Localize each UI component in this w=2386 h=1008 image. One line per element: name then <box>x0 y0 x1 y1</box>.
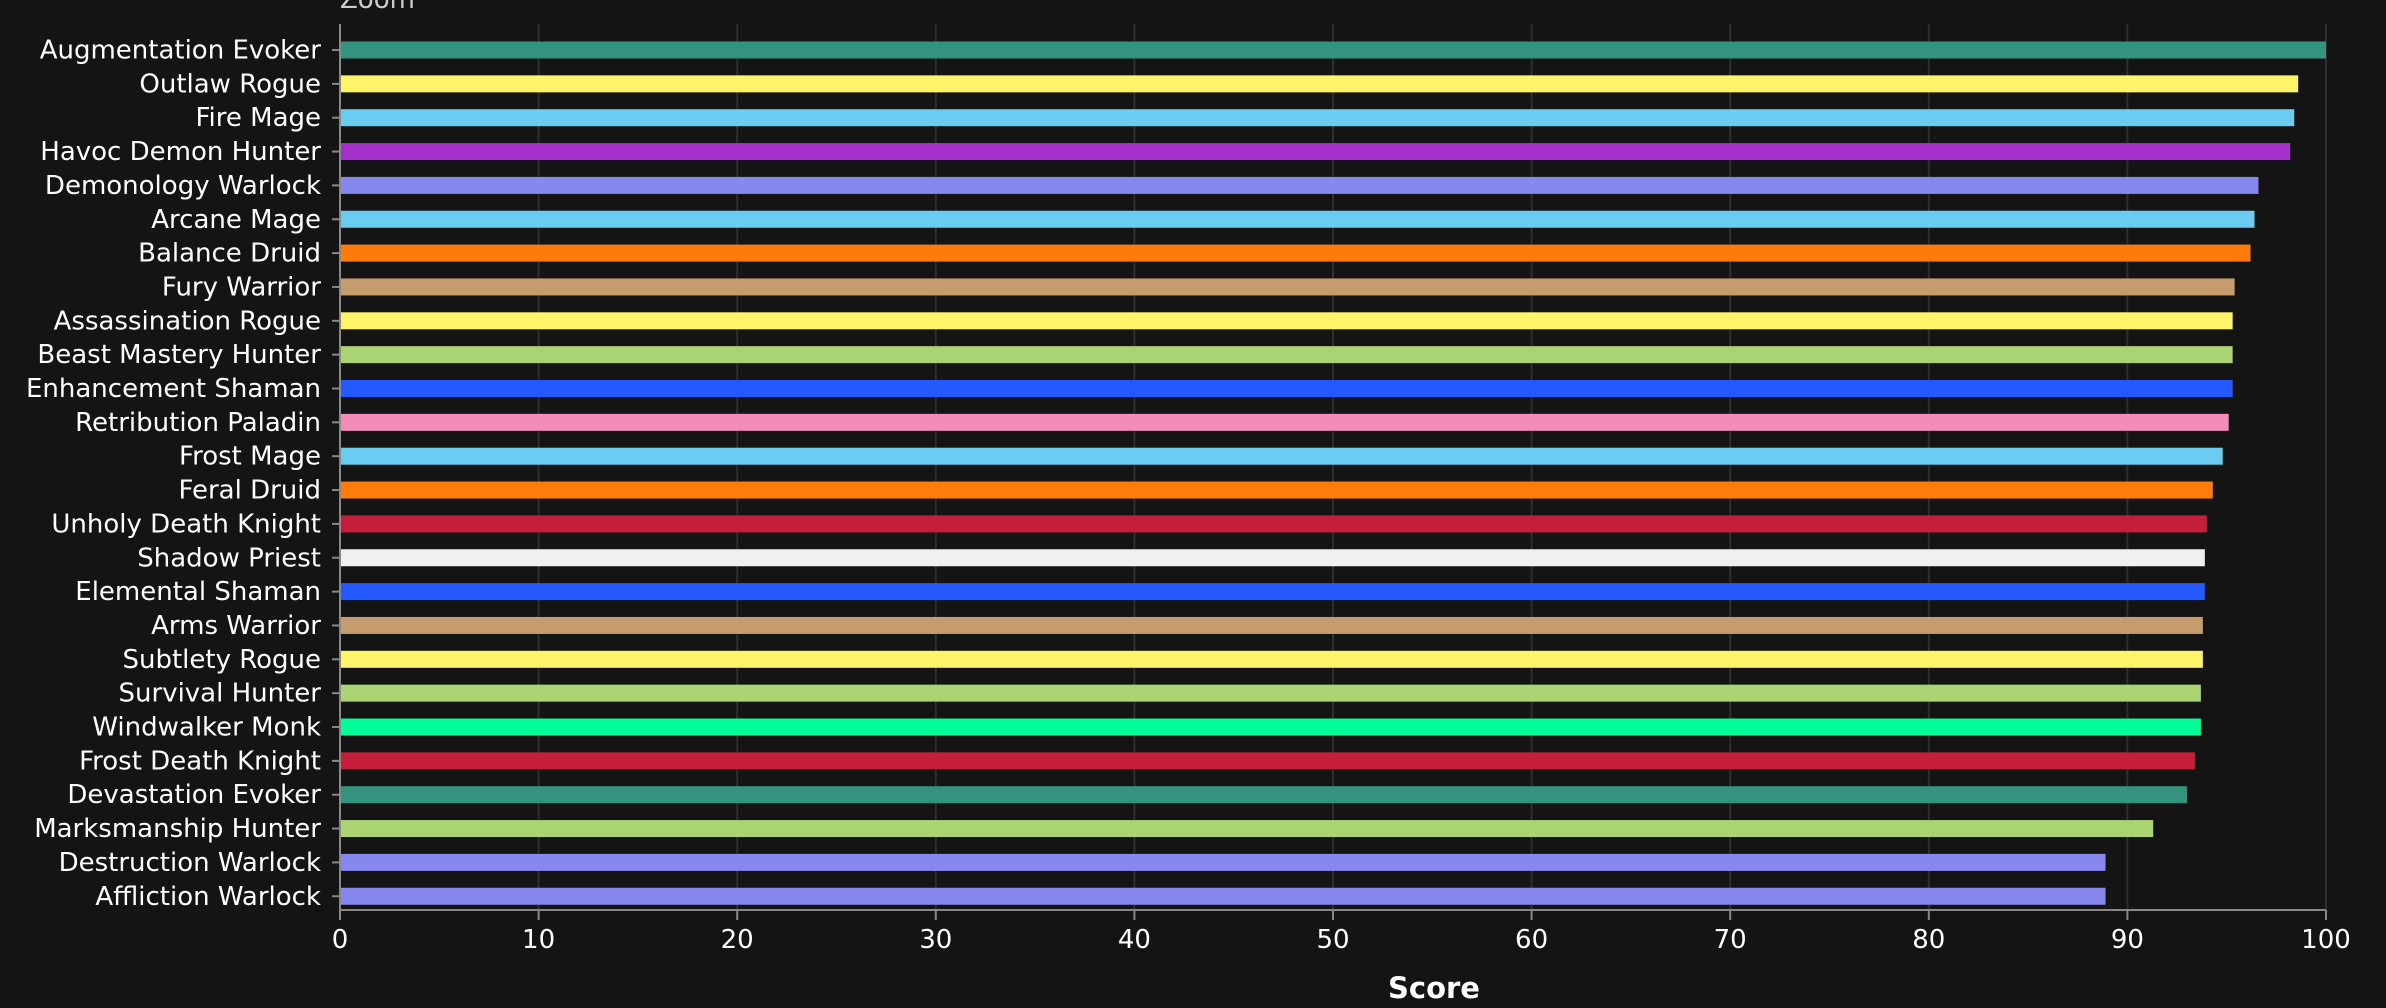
category-label: Unholy Death Knight <box>51 509 321 539</box>
bar[interactable] <box>341 616 2203 634</box>
category-label: Feral Druid <box>178 476 321 506</box>
bar[interactable] <box>341 549 2205 567</box>
category-label: Arms Warrior <box>151 611 321 641</box>
bar[interactable] <box>341 41 2326 59</box>
category-label: Arcane Mage <box>151 205 321 235</box>
x-tick-label: 50 <box>1316 925 1349 955</box>
category-label: Destruction Warlock <box>59 848 321 878</box>
bar[interactable] <box>341 176 2259 194</box>
x-tick-label: 0 <box>332 925 349 955</box>
bar[interactable] <box>341 109 2295 127</box>
bar[interactable] <box>341 684 2201 702</box>
category-label: Beast Mastery Hunter <box>37 340 321 370</box>
category-label: Assassination Rogue <box>54 306 321 336</box>
bar[interactable] <box>341 346 2233 364</box>
bar[interactable] <box>341 887 2106 905</box>
category-label: Retribution Paladin <box>75 408 321 438</box>
category-label: Enhancement Shaman <box>26 374 321 404</box>
bar[interactable] <box>341 278 2235 296</box>
x-tick-label: 80 <box>1912 925 1945 955</box>
category-label: Frost Death Knight <box>79 746 321 776</box>
bar[interactable] <box>341 718 2201 736</box>
bar[interactable] <box>341 447 2223 465</box>
category-label: Devastation Evoker <box>67 780 321 810</box>
category-label: Shadow Priest <box>137 543 321 573</box>
x-tick-label: 20 <box>721 925 754 955</box>
bar[interactable] <box>341 853 2106 871</box>
bar[interactable] <box>341 413 2229 431</box>
bar[interactable] <box>341 380 2233 397</box>
category-label: Affliction Warlock <box>95 882 321 912</box>
bar[interactable] <box>341 583 2205 601</box>
zoom-label[interactable]: Zoom <box>340 0 415 15</box>
x-tick-label: 60 <box>1515 925 1548 955</box>
x-axis: 0 10 20 30 40 50 60 70 80 90 100 <box>332 24 2351 955</box>
bar[interactable] <box>341 752 2195 770</box>
category-label: Elemental Shaman <box>75 577 321 607</box>
bar[interactable] <box>341 143 2291 161</box>
bar[interactable] <box>341 820 2154 838</box>
category-label: Augmentation Evoker <box>40 36 322 66</box>
x-tick-label: 100 <box>2301 925 2351 955</box>
bar[interactable] <box>341 515 2207 533</box>
bar[interactable] <box>341 650 2203 668</box>
category-label: Subtlety Rogue <box>122 645 321 675</box>
bars <box>341 41 2326 905</box>
bar[interactable] <box>341 481 2213 499</box>
category-label: Fury Warrior <box>162 272 321 302</box>
category-label: Havoc Demon Hunter <box>40 137 321 167</box>
category-label: Marksmanship Hunter <box>34 814 321 844</box>
category-label: Balance Druid <box>138 239 321 269</box>
category-label: Survival Hunter <box>119 679 322 709</box>
bar[interactable] <box>341 75 2299 93</box>
x-tick-label: 10 <box>522 925 555 955</box>
category-label: Demonology Warlock <box>45 171 321 201</box>
x-tick-label: 30 <box>919 925 952 955</box>
bar[interactable] <box>341 210 2255 228</box>
category-label: Windwalker Monk <box>92 713 321 743</box>
category-label: Fire Mage <box>195 103 321 133</box>
bar[interactable] <box>341 786 2187 804</box>
category-label: Outlaw Rogue <box>139 69 321 99</box>
x-axis-title: Score <box>1388 971 1480 1005</box>
x-tick-label: 90 <box>2111 925 2144 955</box>
x-tick-label: 40 <box>1118 925 1151 955</box>
x-tick-label: 70 <box>1714 925 1747 955</box>
category-label: Frost Mage <box>179 442 321 472</box>
bar[interactable] <box>341 244 2251 262</box>
bar[interactable] <box>341 312 2233 330</box>
